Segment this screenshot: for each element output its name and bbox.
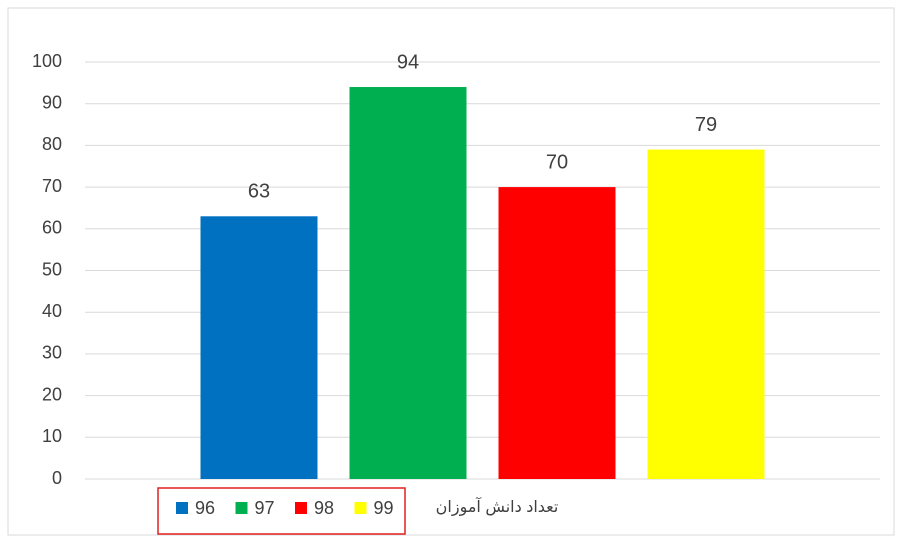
data-label: 79 — [695, 114, 717, 136]
y-tick-label: 10 — [42, 426, 62, 446]
y-tick-label: 100 — [32, 51, 62, 71]
data-label: 63 — [248, 181, 270, 203]
legend-swatch — [235, 502, 248, 514]
y-tick-label: 50 — [42, 259, 62, 279]
legend-label: 97 — [255, 498, 275, 518]
bar — [647, 149, 765, 479]
legend-swatch — [176, 502, 188, 514]
y-tick-label: 40 — [42, 301, 62, 321]
x-category-label: تعداد دانش آموزان — [436, 497, 559, 517]
legend-label: 98 — [314, 498, 334, 518]
legend-swatch — [354, 502, 367, 514]
y-tick-label: 30 — [42, 343, 62, 363]
y-tick-label: 90 — [42, 92, 62, 112]
y-tick-label: 70 — [42, 176, 62, 196]
bar — [349, 87, 467, 480]
bar — [200, 216, 318, 480]
y-tick-label: 80 — [42, 134, 62, 154]
y-tick-label: 60 — [42, 218, 62, 238]
bar — [498, 187, 616, 479]
data-label: 70 — [546, 151, 568, 173]
y-tick-label: 20 — [42, 384, 62, 404]
y-tick-label: 0 — [52, 468, 62, 488]
legend-swatch — [295, 502, 307, 514]
data-label: 94 — [397, 51, 419, 73]
legend-box — [157, 487, 406, 535]
legend-label: 96 — [195, 498, 215, 518]
legend-label: 99 — [374, 498, 394, 518]
